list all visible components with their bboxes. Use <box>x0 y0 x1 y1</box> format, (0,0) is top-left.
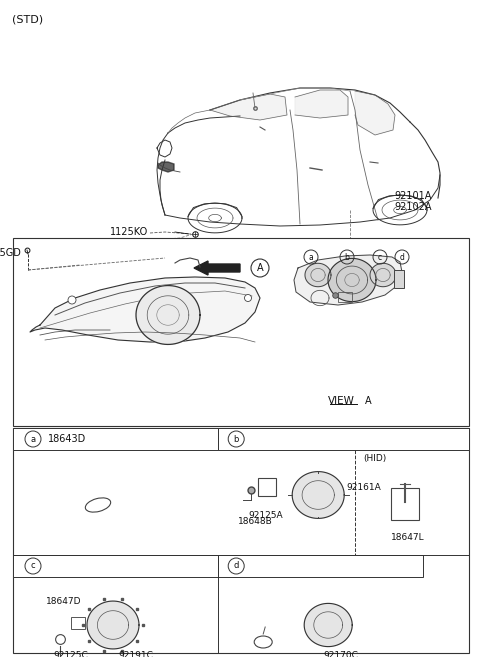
Polygon shape <box>328 258 376 302</box>
Bar <box>391 488 419 520</box>
Polygon shape <box>87 601 139 649</box>
Text: 92161A: 92161A <box>346 482 381 491</box>
Polygon shape <box>304 603 352 646</box>
Text: d: d <box>233 562 239 570</box>
Bar <box>258 478 276 496</box>
Polygon shape <box>295 90 348 118</box>
Text: A: A <box>365 396 372 406</box>
Polygon shape <box>370 263 396 286</box>
Polygon shape <box>355 91 395 135</box>
Text: 18647L: 18647L <box>391 533 425 541</box>
Polygon shape <box>305 263 331 286</box>
Text: VIEW: VIEW <box>328 396 355 406</box>
Text: c: c <box>31 562 36 570</box>
Circle shape <box>25 558 41 574</box>
Bar <box>394 270 404 288</box>
Bar <box>13 428 218 450</box>
Bar <box>218 428 469 450</box>
Polygon shape <box>136 286 200 344</box>
Text: (HID): (HID) <box>363 453 386 463</box>
Text: 18648B: 18648B <box>238 517 273 526</box>
Circle shape <box>244 294 252 302</box>
Polygon shape <box>292 472 344 518</box>
Bar <box>218 555 423 577</box>
Text: 92170C: 92170C <box>323 650 358 657</box>
Bar <box>71 617 85 629</box>
Circle shape <box>228 431 244 447</box>
Text: 92125C: 92125C <box>53 650 88 657</box>
Text: 1125GD: 1125GD <box>0 248 22 258</box>
Text: c: c <box>378 252 382 261</box>
Circle shape <box>228 558 244 574</box>
Polygon shape <box>30 277 260 342</box>
Text: A: A <box>257 263 264 273</box>
Polygon shape <box>158 162 174 172</box>
Text: 92101A: 92101A <box>394 191 432 201</box>
Text: 92102A: 92102A <box>394 202 432 212</box>
Bar <box>13 238 469 426</box>
Text: b: b <box>345 252 349 261</box>
Circle shape <box>25 431 41 447</box>
Polygon shape <box>210 94 287 120</box>
Text: a: a <box>30 434 36 443</box>
Text: 18643D: 18643D <box>48 434 86 444</box>
Text: 92125A: 92125A <box>248 510 283 520</box>
Bar <box>338 292 352 302</box>
Text: 18647D: 18647D <box>46 597 82 606</box>
Bar <box>13 555 218 577</box>
Text: b: b <box>233 434 239 443</box>
FancyArrow shape <box>194 261 240 275</box>
Text: a: a <box>309 252 313 261</box>
Text: (STD): (STD) <box>12 14 43 24</box>
Circle shape <box>68 296 76 304</box>
Text: 92191C: 92191C <box>118 650 153 657</box>
Text: d: d <box>399 252 405 261</box>
Bar <box>13 428 469 653</box>
Polygon shape <box>294 255 402 305</box>
Text: 1125KO: 1125KO <box>110 227 148 237</box>
